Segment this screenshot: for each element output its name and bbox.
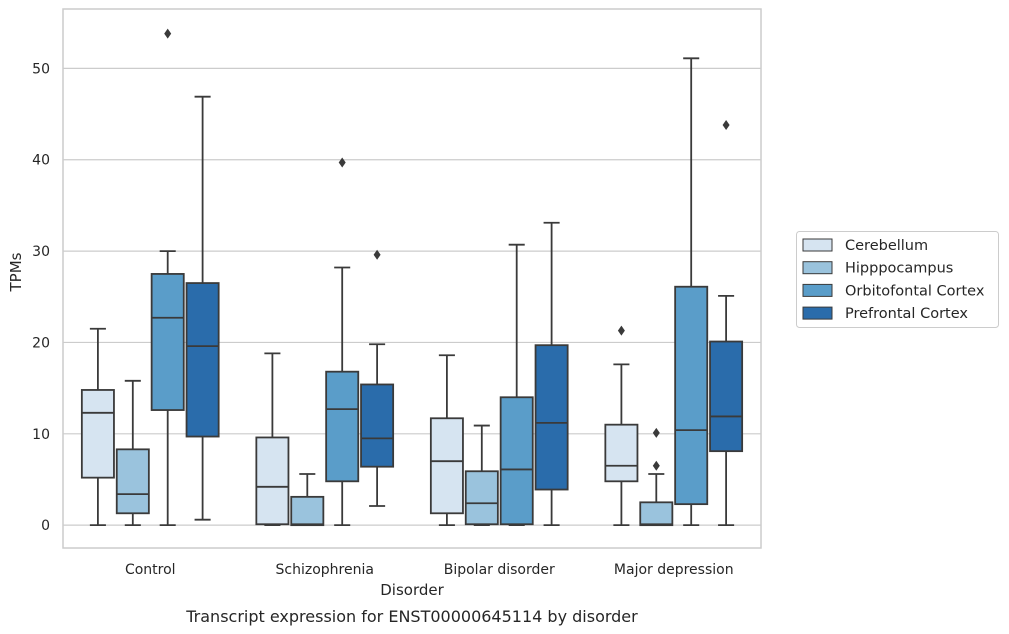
box-iqr: [360, 383, 395, 468]
x-tick-label: Major depression: [614, 562, 734, 578]
y-tick-label: 50: [32, 61, 50, 77]
box-plots: [80, 28, 744, 527]
x-axis-ticks: Control Schizophrenia Bipolar disorder Majo…: [125, 562, 734, 578]
y-axis-label: TPMs: [7, 252, 25, 292]
legend-entry-label: Prefrontal Cortex: [845, 306, 968, 322]
box-iqr: [639, 501, 674, 527]
box-1-1: [290, 473, 325, 527]
box-iqr: [325, 370, 360, 483]
legend-frame: [796, 231, 999, 328]
chart-caption: Transcript expression for ENST0000064511…: [185, 607, 638, 626]
y-tick-label: 0: [41, 518, 50, 534]
box-2-0: [150, 28, 185, 527]
box-iqr: [290, 495, 325, 527]
outlier-point: [373, 249, 381, 260]
box-0-1: [255, 352, 290, 527]
box-0-2: [429, 354, 464, 527]
y-tick-label: 20: [32, 335, 50, 351]
box-2-2: [499, 243, 534, 527]
y-tick-label: 30: [32, 244, 50, 260]
box-iqr: [80, 389, 115, 479]
outlier-point: [338, 157, 346, 168]
legend-swatch: [802, 261, 833, 275]
box-2-1: [325, 157, 360, 527]
x-tick-label: Bipolar disorder: [444, 562, 555, 578]
outlier-point: [722, 120, 730, 131]
box-iqr: [499, 396, 534, 526]
box-1-0: [115, 379, 150, 527]
legend-swatch: [802, 238, 833, 252]
box-3-1: [360, 249, 395, 507]
outlier-point: [617, 325, 625, 336]
legend-swatch: [802, 283, 833, 297]
box-iqr: [604, 423, 639, 483]
box-0-0: [80, 327, 115, 527]
plot-area-frame: [62, 8, 762, 549]
outlier-point: [652, 460, 660, 471]
box-iqr: [150, 273, 185, 411]
x-tick-label: Control: [125, 562, 176, 578]
box-iqr: [429, 417, 464, 515]
box-iqr: [709, 340, 744, 453]
legend-entry-label: Cerebellum: [845, 238, 928, 254]
legend: Cerebellum Hipppocampus Orbitofontal Corte…: [796, 231, 999, 328]
box-3-2: [534, 221, 569, 527]
box-3-3: [709, 120, 744, 527]
box-1-3: [639, 427, 674, 527]
box-iqr: [115, 448, 150, 515]
box-iqr: [534, 344, 569, 491]
box-iqr: [255, 436, 290, 526]
outlier-point: [164, 28, 172, 39]
outlier-point: [652, 427, 660, 438]
legend-swatch: [802, 306, 833, 320]
y-tick-label: 40: [32, 153, 50, 169]
box-iqr: [464, 470, 499, 526]
box-0-3: [604, 325, 639, 527]
x-axis-label: Disorder: [380, 581, 444, 599]
y-tick-label: 10: [32, 427, 50, 443]
box-iqr: [185, 282, 220, 438]
box-2-3: [674, 57, 709, 527]
box-1-2: [464, 424, 499, 527]
legend-entry-label: Orbitofontal Cortex: [845, 283, 985, 299]
box-3-0: [185, 95, 220, 521]
x-tick-label: Schizophrenia: [276, 562, 374, 578]
legend-entry-label: Hipppocampus: [845, 261, 953, 277]
y-axis-ticks: 0 10 20 30 40 50: [32, 61, 50, 534]
box-iqr: [674, 285, 709, 506]
